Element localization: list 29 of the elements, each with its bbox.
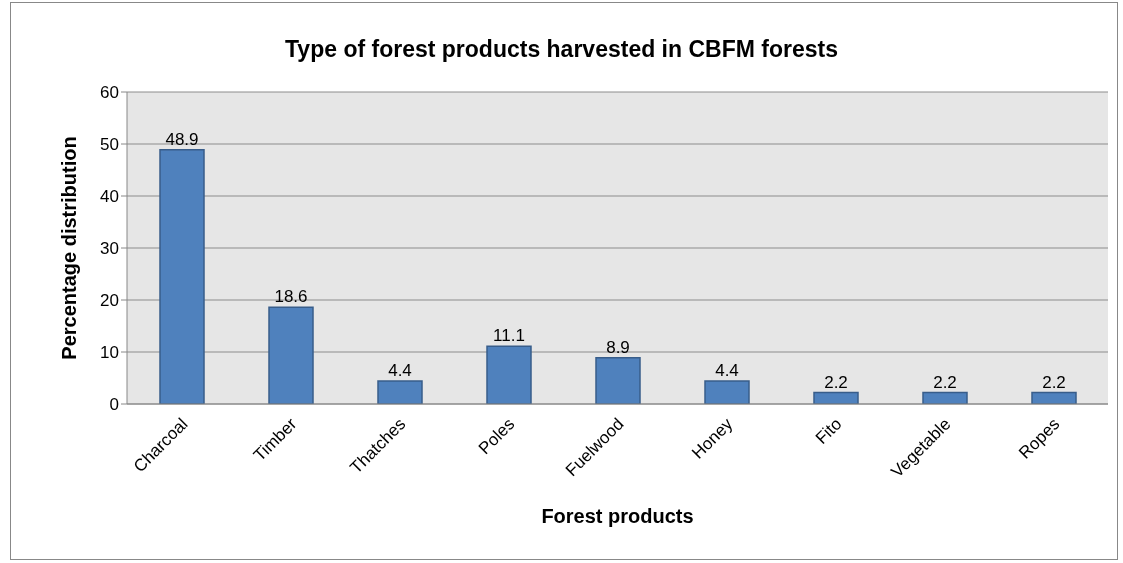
data-label: 2.2	[1042, 372, 1066, 392]
data-label: 2.2	[933, 372, 957, 392]
y-tick-label: 60	[100, 83, 119, 103]
y-tick-label: 20	[100, 291, 119, 311]
bar	[159, 148, 205, 404]
data-label: 11.1	[493, 326, 525, 346]
bar	[704, 380, 750, 404]
data-label: 48.9	[165, 129, 199, 149]
data-label: 2.2	[824, 372, 848, 392]
data-label: 18.6	[274, 287, 308, 307]
bar	[595, 356, 641, 404]
bar	[268, 306, 314, 404]
bar	[486, 345, 532, 404]
y-tick-label: 40	[100, 187, 119, 207]
data-label: 8.9	[606, 337, 630, 357]
y-tick-label: 50	[100, 135, 119, 155]
y-tick-label: 30	[100, 239, 119, 259]
chart-title: Type of forest products harvested in CBFM forests	[284, 36, 839, 63]
bar	[922, 391, 968, 404]
x-tick-label: Fito	[811, 414, 846, 448]
y-tick-label: 0	[109, 395, 119, 415]
y-axis-title: Percentage distribution	[58, 136, 81, 360]
y-tick-label: 10	[100, 343, 119, 363]
bar	[813, 391, 859, 404]
x-axis-title: Forest products	[541, 505, 694, 527]
bar	[1031, 391, 1077, 404]
bar	[377, 380, 423, 404]
data-label: 4.4	[715, 361, 739, 381]
data-label: 4.4	[388, 361, 412, 381]
